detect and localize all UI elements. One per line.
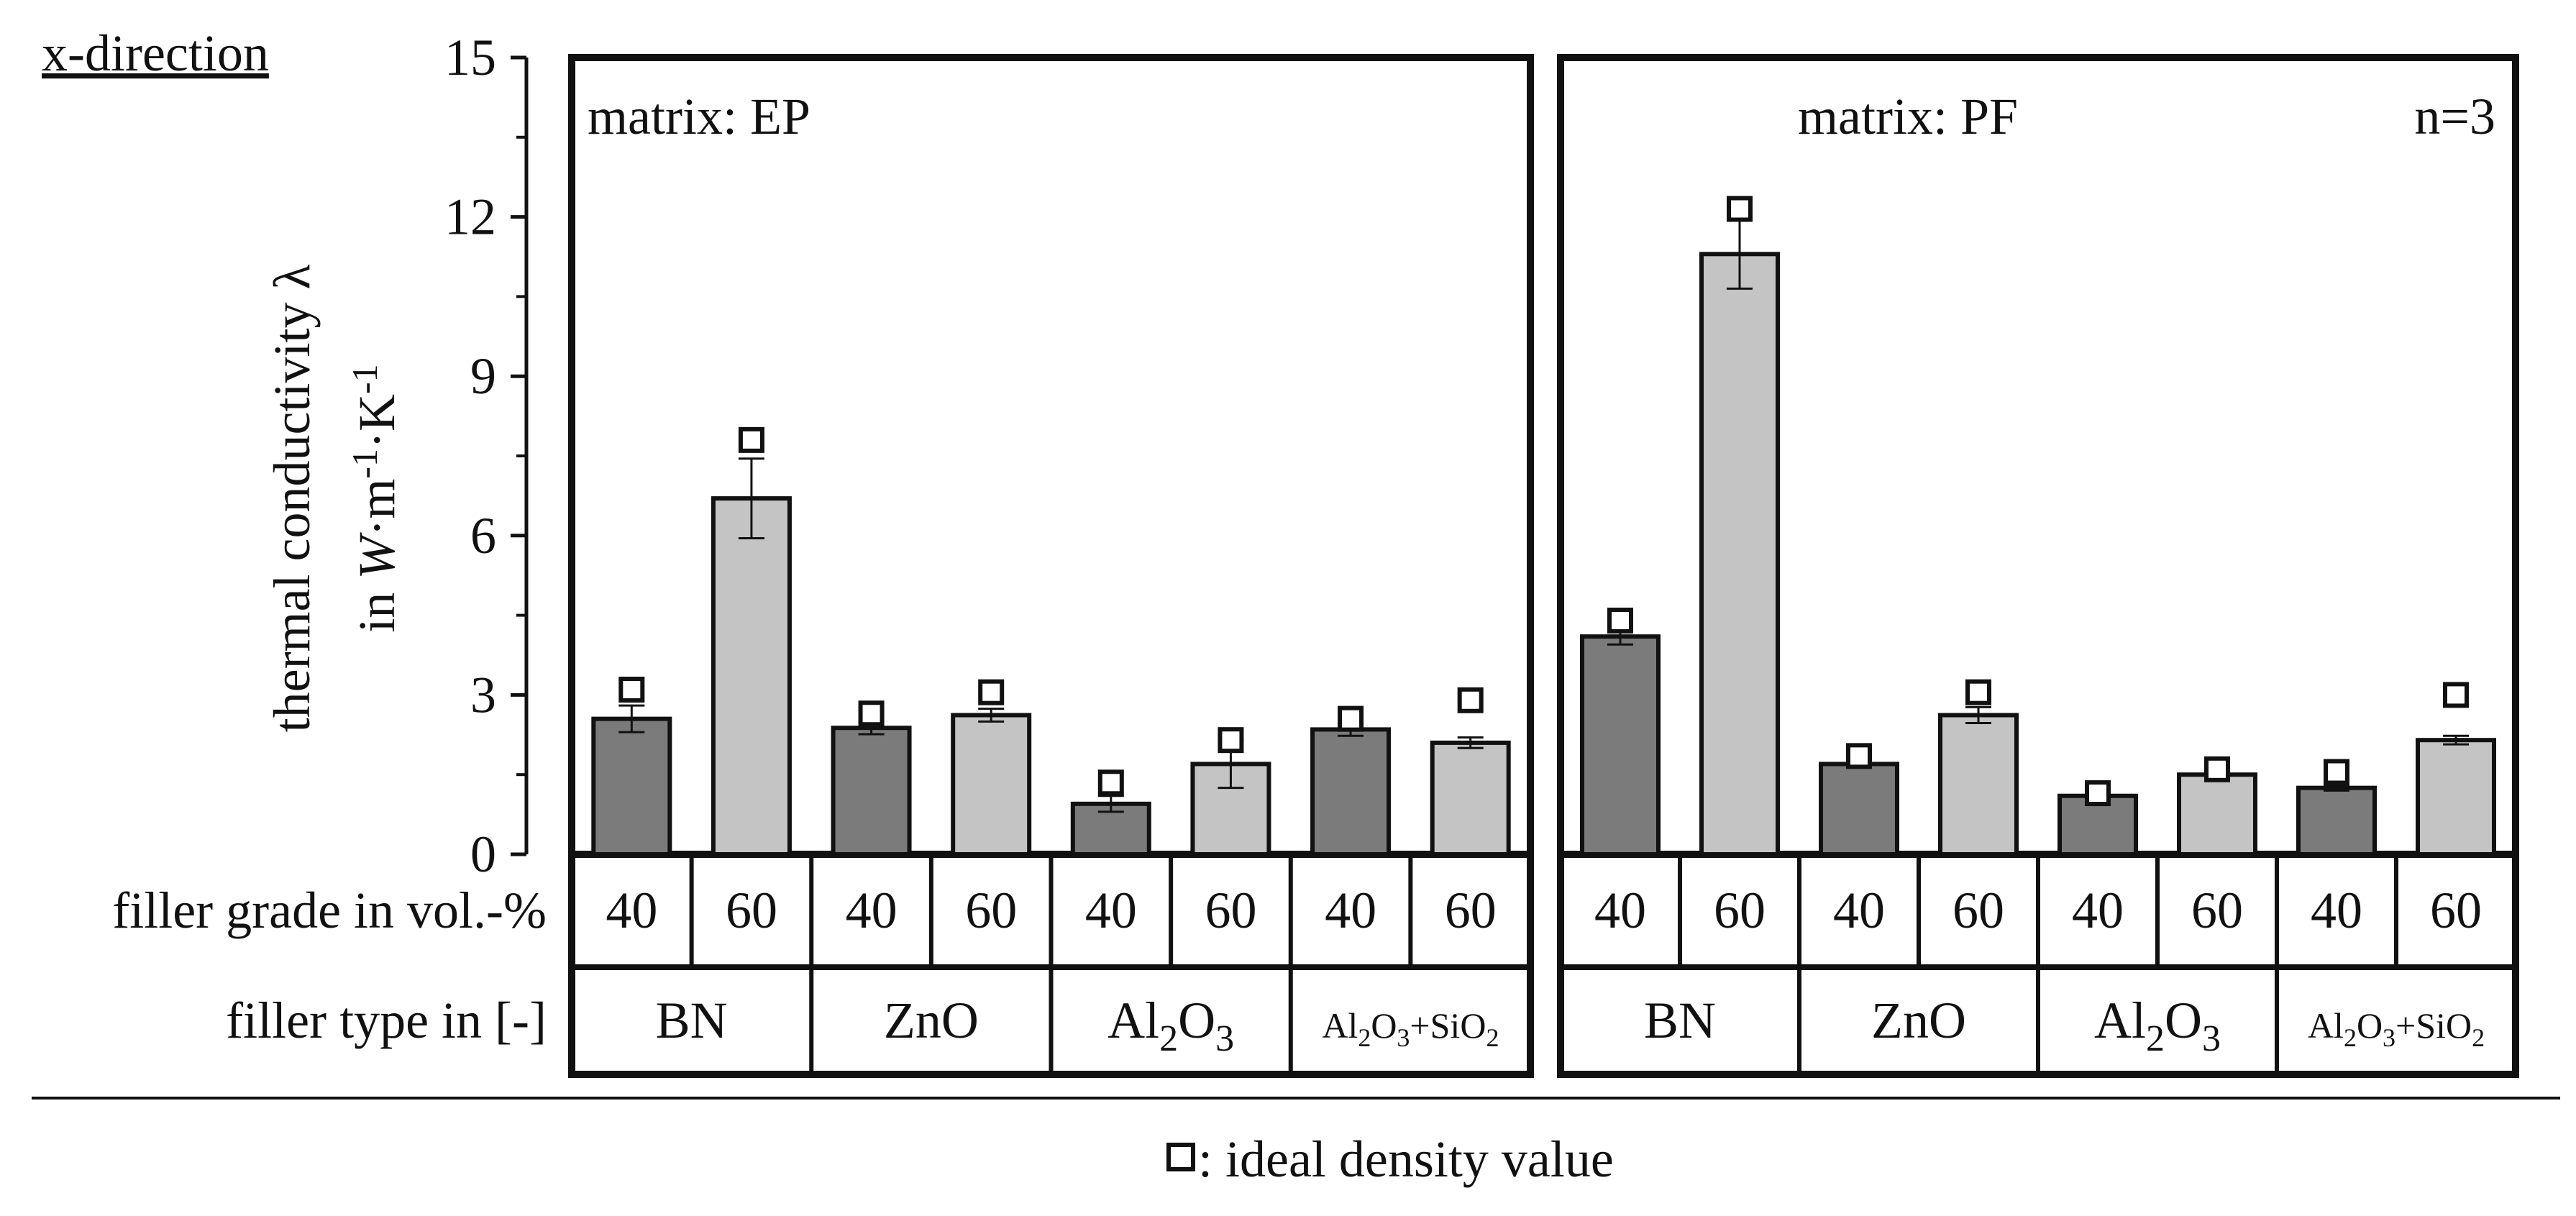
ideal-density-marker xyxy=(1338,705,1364,732)
ideal-density-marker xyxy=(1727,196,1753,222)
y-tick-label: 15 xyxy=(444,29,496,86)
filler-type-label: Al2O3 xyxy=(1107,992,1234,1059)
bar xyxy=(1819,762,1899,856)
ideal-density-marker xyxy=(618,677,645,703)
ideal-density-marker xyxy=(1097,769,1124,796)
filler-type-label: BN xyxy=(1644,992,1716,1049)
filler-type-label: ZnO xyxy=(1871,992,1966,1049)
grade-label: 40 xyxy=(1833,882,1885,939)
filler-type-label: ZnO xyxy=(884,992,979,1049)
grade-label: 60 xyxy=(726,882,777,939)
grade-label: 40 xyxy=(2311,882,2362,939)
filler-type-label: Al2O3 xyxy=(2094,992,2221,1059)
bar xyxy=(1310,727,1392,856)
direction-label: x-direction xyxy=(42,24,269,82)
matrix-label: matrix: PF xyxy=(1798,88,2018,145)
grade-label: 40 xyxy=(1594,882,1646,939)
bar xyxy=(711,496,792,856)
ideal-density-marker xyxy=(1607,607,1633,634)
filler-type-label: BN xyxy=(656,992,728,1049)
bar xyxy=(2416,738,2496,856)
grade-label: 40 xyxy=(606,882,657,939)
matrix-label: matrix: EP xyxy=(588,88,810,145)
bar xyxy=(951,713,1032,857)
legend-marker xyxy=(1166,1143,1195,1171)
sample-size-label: n=3 xyxy=(2414,88,2495,145)
filler-type-label: Al2O3+SiO2 xyxy=(1322,1005,1499,1052)
grade-label: 60 xyxy=(2430,882,2482,939)
bar xyxy=(1699,252,1780,857)
bar xyxy=(1580,634,1661,856)
bar xyxy=(1430,740,1511,856)
grade-label: 40 xyxy=(1325,882,1376,939)
ideal-density-marker xyxy=(2204,756,2230,782)
grade-label: 60 xyxy=(1445,882,1497,939)
ideal-density-marker xyxy=(1965,679,1991,705)
bar xyxy=(1938,713,2019,857)
grade-label: 40 xyxy=(2072,882,2124,939)
grade-label: 60 xyxy=(1714,882,1766,939)
grade-label: 60 xyxy=(2191,882,2243,939)
grade-label: 40 xyxy=(1085,882,1137,939)
grade-label: 60 xyxy=(1205,882,1256,939)
ideal-density-marker xyxy=(2324,759,2349,785)
ideal-density-marker xyxy=(2443,682,2469,708)
ideal-density-marker xyxy=(1457,687,1484,713)
bar xyxy=(831,726,912,856)
grade-label: 60 xyxy=(1952,882,2004,939)
y-tick-label: 12 xyxy=(444,188,496,246)
y-axis-label-line1: thermal conductivity λ xyxy=(263,265,321,733)
grade-row-label: filler grade in vol.-% xyxy=(112,882,547,939)
panel-1: matrix: EP 40 60 BN 40 60 ZnO 40 60 Al2O3 40 60 Al2O… xyxy=(568,54,1534,1078)
y-tick-label: 6 xyxy=(470,507,496,564)
y-tick-label: 0 xyxy=(470,826,496,883)
legend-label: : ideal density value xyxy=(1198,1130,1614,1188)
panel-2: matrix: PF 40 60 BN 40 60 ZnO 40 60 Al2O3 40 60 Al2O… xyxy=(1557,54,2519,1078)
ideal-density-marker xyxy=(858,700,885,727)
type-row-label: filler type in [-] xyxy=(226,992,547,1049)
y-tick-label: 9 xyxy=(470,347,496,405)
ideal-density-marker xyxy=(1218,727,1244,754)
grade-label: 40 xyxy=(846,882,898,939)
bar xyxy=(591,716,672,857)
ideal-density-marker xyxy=(738,426,764,453)
y-axis-label-line2: in W·m-1·K-1 xyxy=(344,364,406,632)
grade-label: 60 xyxy=(965,882,1017,939)
ideal-density-marker xyxy=(2085,780,2111,807)
bar xyxy=(2177,772,2257,856)
ideal-density-marker xyxy=(978,679,1005,705)
y-tick-label: 3 xyxy=(470,666,496,723)
bar xyxy=(2296,785,2377,856)
filler-type-label: Al2O3+SiO2 xyxy=(2308,1005,2485,1052)
ideal-density-marker xyxy=(1846,743,1872,769)
